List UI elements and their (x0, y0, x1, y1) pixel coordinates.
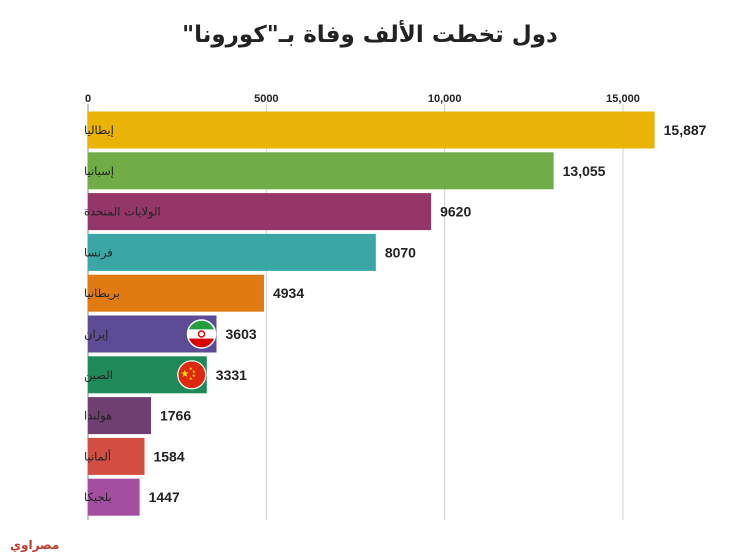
category-label: الولايات المتحدة (84, 205, 161, 220)
iran-flag-icon (186, 319, 217, 349)
bar (88, 233, 376, 271)
bar (88, 274, 264, 312)
svg-text:★: ★ (192, 369, 196, 375)
value-label: 8070 (385, 244, 416, 260)
category-label: إيران (84, 327, 108, 342)
category-label: هولندا (84, 409, 112, 424)
category-label: ألمانيا (84, 448, 111, 463)
value-label: 1584 (153, 448, 184, 464)
bar (88, 193, 432, 231)
category-label: الصين (84, 368, 113, 383)
bar (88, 152, 554, 190)
svg-text:★: ★ (180, 369, 189, 380)
x-axis-ticks: 0 5000 10,000 15,000 (85, 93, 640, 105)
category-label: فرنسا (84, 245, 113, 260)
bar (88, 478, 140, 516)
x-tick-label: 15,000 (606, 93, 640, 105)
value-label: 13,055 (563, 163, 606, 179)
svg-text:★: ★ (189, 376, 193, 382)
bars: إيطاليا 15,887 إسبانيا 13,055 الولايات المتح… (84, 111, 707, 516)
x-tick-label: 5000 (254, 93, 278, 105)
value-label: 1766 (160, 408, 191, 424)
bar (88, 111, 655, 149)
category-label: إيطاليا (84, 123, 114, 137)
category-label: إسبانيا (84, 164, 114, 178)
value-label: 4934 (273, 285, 304, 301)
svg-text:★: ★ (189, 366, 193, 372)
chart-title: دول تخطت الألف وفاة بـ"كورونا" (182, 22, 558, 48)
category-label: بلجيكا (84, 490, 112, 504)
value-label: 9620 (440, 204, 471, 220)
value-label: 1447 (149, 489, 180, 505)
category-label: بريطانيا (84, 286, 120, 301)
bar (88, 397, 151, 435)
value-label: 15,887 (664, 122, 707, 138)
value-label: 3331 (216, 367, 247, 383)
x-tick-label: 0 (85, 93, 91, 105)
china-flag-icon: ★ ★★★★ (177, 360, 207, 390)
svg-text:★: ★ (192, 373, 196, 379)
x-tick-label: 10,000 (428, 93, 462, 105)
source-label: مصراوي (10, 538, 60, 552)
bar (88, 437, 145, 475)
value-label: 3603 (226, 326, 257, 342)
